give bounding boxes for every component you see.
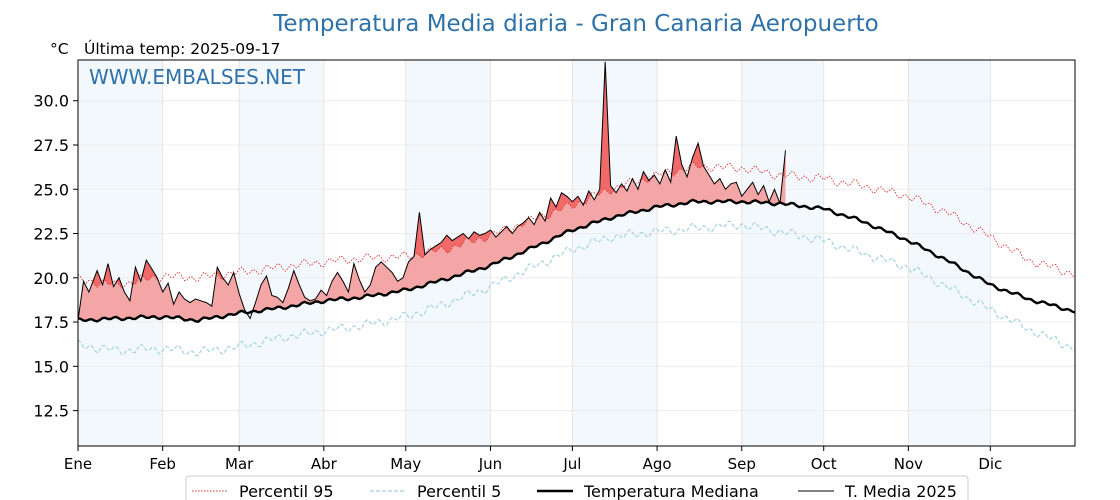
- x-tick-label: Jul: [562, 455, 581, 473]
- month-band: [78, 60, 163, 446]
- x-tick-label: Sep: [728, 455, 756, 473]
- plot-frame: [77, 59, 1076, 447]
- legend-label: Temperatura Mediana: [583, 482, 759, 500]
- month-band: [908, 60, 991, 446]
- month-bands: [78, 60, 991, 446]
- anomaly-fills: [78, 61, 786, 322]
- legend-label: Percentil 5: [417, 482, 501, 500]
- x-tick-label: Abr: [311, 455, 338, 473]
- x-tick-label: Ago: [643, 455, 672, 473]
- x-tick-label: Oct: [811, 455, 837, 473]
- fill-above-median: [78, 61, 786, 322]
- x-tick-label: Feb: [149, 455, 176, 473]
- x-tick-label: Jun: [478, 455, 502, 473]
- y-tick-label: 20.0: [33, 269, 69, 288]
- month-band: [239, 60, 324, 446]
- month-band: [741, 60, 824, 446]
- y-tick-label: 12.5: [33, 402, 69, 421]
- legend: Percentil 95 Percentil 5 Temperatura Media…: [185, 475, 969, 500]
- x-tick-label: Ene: [64, 455, 92, 473]
- series-line-media-2025: [77, 61, 786, 321]
- watermark: WWW.EMBALSES.NET: [89, 65, 306, 89]
- y-tick-label: 17.5: [33, 313, 69, 332]
- fill-above-p95: [78, 61, 786, 289]
- month-band: [572, 60, 658, 446]
- y-tick-label: 15.0: [33, 357, 69, 376]
- legend-box: [185, 475, 969, 500]
- y-tick-label: 30.0: [33, 92, 69, 111]
- series-line-percentil-5: [77, 220, 1076, 357]
- y-axis-ticks: 12.5 15.0 17.5 20.0 22.5 25.0 27.5 30.0: [33, 92, 78, 421]
- x-tick-label: Mar: [225, 455, 254, 473]
- series-lines: [77, 61, 1076, 357]
- chart-title: Temperatura Media diaria - Gran Canaria …: [272, 11, 879, 37]
- x-tick-label: Nov: [894, 455, 923, 473]
- y-tick-label: 25.0: [33, 180, 69, 199]
- series-line-percentil-95: [77, 160, 1076, 289]
- y-tick-label: 27.5: [33, 136, 69, 155]
- series-line-mediana: [77, 198, 1076, 323]
- x-tick-label: May: [390, 455, 421, 473]
- unit-label: °C: [50, 40, 69, 58]
- last-temp-label: Última temp: 2025-09-17: [84, 39, 280, 58]
- legend-label: Percentil 95: [239, 482, 334, 500]
- legend-label: T. Media 2025: [844, 482, 957, 500]
- y-tick-label: 22.5: [33, 225, 69, 244]
- x-tick-label: Dic: [978, 455, 1002, 473]
- x-axis-ticks: Ene Feb Mar Abr May Jun Jul Ago Sep Oct Nov Dic: [64, 446, 1002, 473]
